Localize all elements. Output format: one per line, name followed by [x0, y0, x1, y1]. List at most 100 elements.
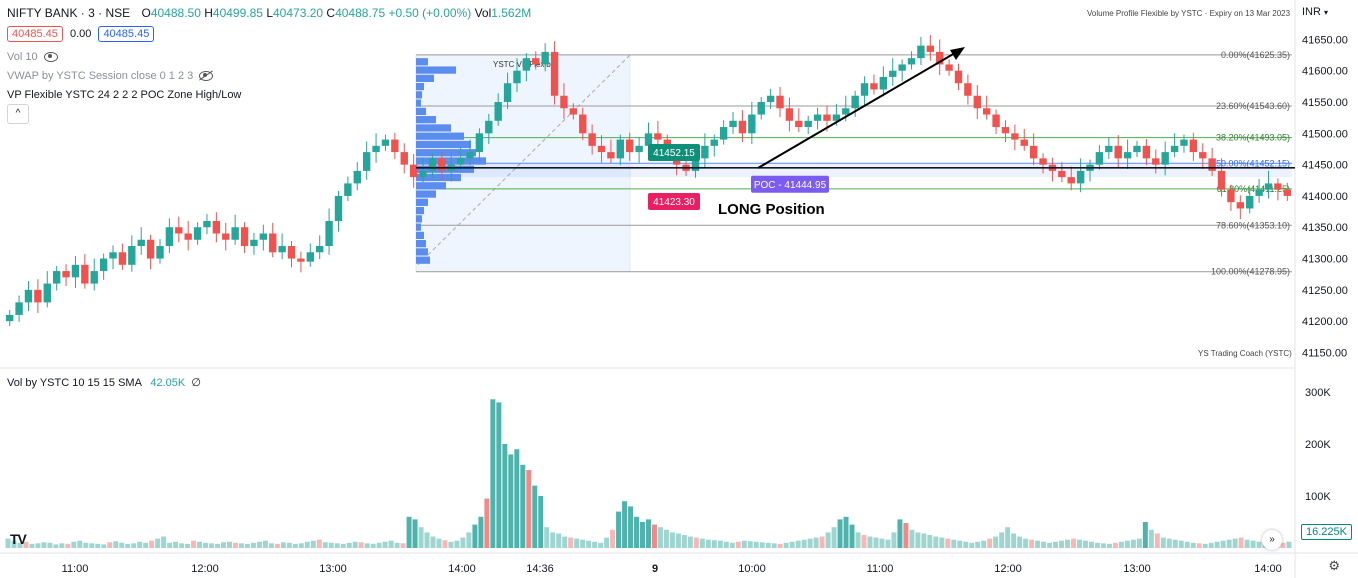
indicator-vp[interactable]: VP Flexible YSTC 24 2 2 2 POC Zone High/… [7, 89, 242, 101]
currency-selector[interactable]: INR ▾ [1301, 6, 1328, 18]
candle-body [898, 64, 906, 71]
volume-bar [1160, 537, 1166, 548]
scroll-to-realtime-button[interactable]: » [1262, 530, 1282, 550]
poc-label-box [751, 175, 829, 193]
volume-bar [209, 543, 215, 548]
volume-bar [795, 540, 801, 548]
volume-bar [592, 541, 598, 548]
volume-bar [1077, 539, 1082, 548]
volume-bar [1041, 541, 1047, 548]
volume-bar [741, 540, 747, 548]
volume-bar [1196, 543, 1202, 548]
volume-bar [1172, 539, 1178, 548]
candle-body [701, 145, 709, 159]
candle-body [381, 139, 390, 146]
candle-body [945, 64, 953, 71]
sell-price-box[interactable]: 40485.45 [7, 26, 63, 42]
volume-bar [316, 539, 322, 548]
candle-body [710, 139, 718, 146]
volume-tick-label: 200K [1305, 439, 1331, 451]
candle-body [137, 239, 145, 247]
volume-bar [568, 537, 574, 548]
volume-bar [1214, 541, 1220, 548]
volume-bar [514, 449, 520, 548]
volume-bar [562, 536, 568, 548]
candle-body [52, 271, 61, 284]
candle-body [43, 283, 51, 303]
volume-bar [107, 542, 113, 548]
candle-body [654, 133, 662, 140]
volume-profile-bar [416, 66, 456, 74]
volume-bar [101, 544, 107, 548]
volume-bar [286, 542, 292, 548]
gear-icon[interactable]: ⚙ [1328, 558, 1340, 573]
candle-body [1227, 189, 1235, 203]
eye-off-icon[interactable] [199, 71, 214, 82]
candle-body [748, 114, 756, 134]
volume-bar [640, 522, 646, 548]
callout-label-high: 41452.15 [653, 148, 695, 159]
volume-bar [1190, 542, 1196, 548]
volume-bar [77, 540, 83, 548]
volume-bar [939, 537, 945, 548]
candle-body [90, 271, 98, 284]
indicator-vol10[interactable]: Vol 10 [7, 51, 58, 63]
volume-bar [1059, 540, 1065, 548]
candle-body [287, 246, 296, 259]
volume-profile-bar [416, 99, 421, 107]
fib-level-label: 0.00%(41625.35) [1221, 50, 1290, 60]
volume-bar [861, 535, 867, 548]
volume-bar [364, 543, 370, 548]
volume-bar [1047, 542, 1053, 548]
volume-bar [1094, 542, 1100, 548]
eye-icon[interactable] [43, 52, 58, 63]
volume-bar [933, 536, 939, 548]
candle-body [1011, 133, 1019, 140]
indicator-vwap[interactable]: VWAP by YSTC Session close 0 1 2 3 [7, 70, 214, 82]
candle-body [353, 170, 361, 184]
candle-body [823, 114, 831, 121]
volume-pane-legend[interactable]: Vol by YSTC 10 15 15 SMA 42.05K ∅ [7, 377, 201, 389]
candle-body [34, 289, 42, 303]
volume-bar [185, 543, 191, 548]
candle-body [541, 51, 549, 65]
candle-body [24, 289, 33, 303]
volume-bar [65, 543, 71, 548]
volume-bar [987, 538, 993, 548]
volume-profile-bar [416, 223, 421, 231]
volume-bar [1035, 540, 1041, 548]
candle-body [569, 108, 578, 115]
volume-bar [430, 536, 436, 548]
volume-bar [1130, 539, 1136, 548]
volume-bar [1286, 541, 1292, 548]
volume-profile-bar [416, 140, 471, 149]
volume-tick-label: 100K [1305, 491, 1331, 503]
volume-bar [777, 543, 783, 548]
tradingview-logo[interactable]: TV [10, 531, 27, 547]
volume-bar [203, 542, 209, 548]
candle-body [212, 220, 221, 234]
volume-bar [1250, 540, 1256, 548]
candle-body [146, 239, 155, 259]
volume-bar [1124, 540, 1130, 548]
volume-bar [490, 399, 496, 548]
last-volume-tag: 16.225K [1301, 524, 1352, 540]
volume-bar [903, 523, 909, 548]
volume-bar [322, 542, 328, 548]
volume-bar [550, 532, 556, 548]
volume-bar [951, 539, 957, 548]
candle-body [6, 314, 14, 322]
buy-price-box[interactable]: 40485.45 [98, 26, 155, 42]
callout-box-high [648, 144, 700, 161]
candle-body [973, 95, 981, 109]
candle-body [118, 252, 127, 265]
volume-bar [1232, 538, 1238, 548]
volume-bar [711, 540, 717, 548]
candle-body [1208, 158, 1216, 171]
collapse-legend-button[interactable]: ^ [7, 104, 29, 124]
symbol-title[interactable]: NIFTY BANK · 3 · NSE [7, 6, 131, 20]
volume-bar [1154, 533, 1160, 548]
long-position-label: LONG Position [718, 201, 825, 218]
volume-bar [646, 519, 651, 548]
